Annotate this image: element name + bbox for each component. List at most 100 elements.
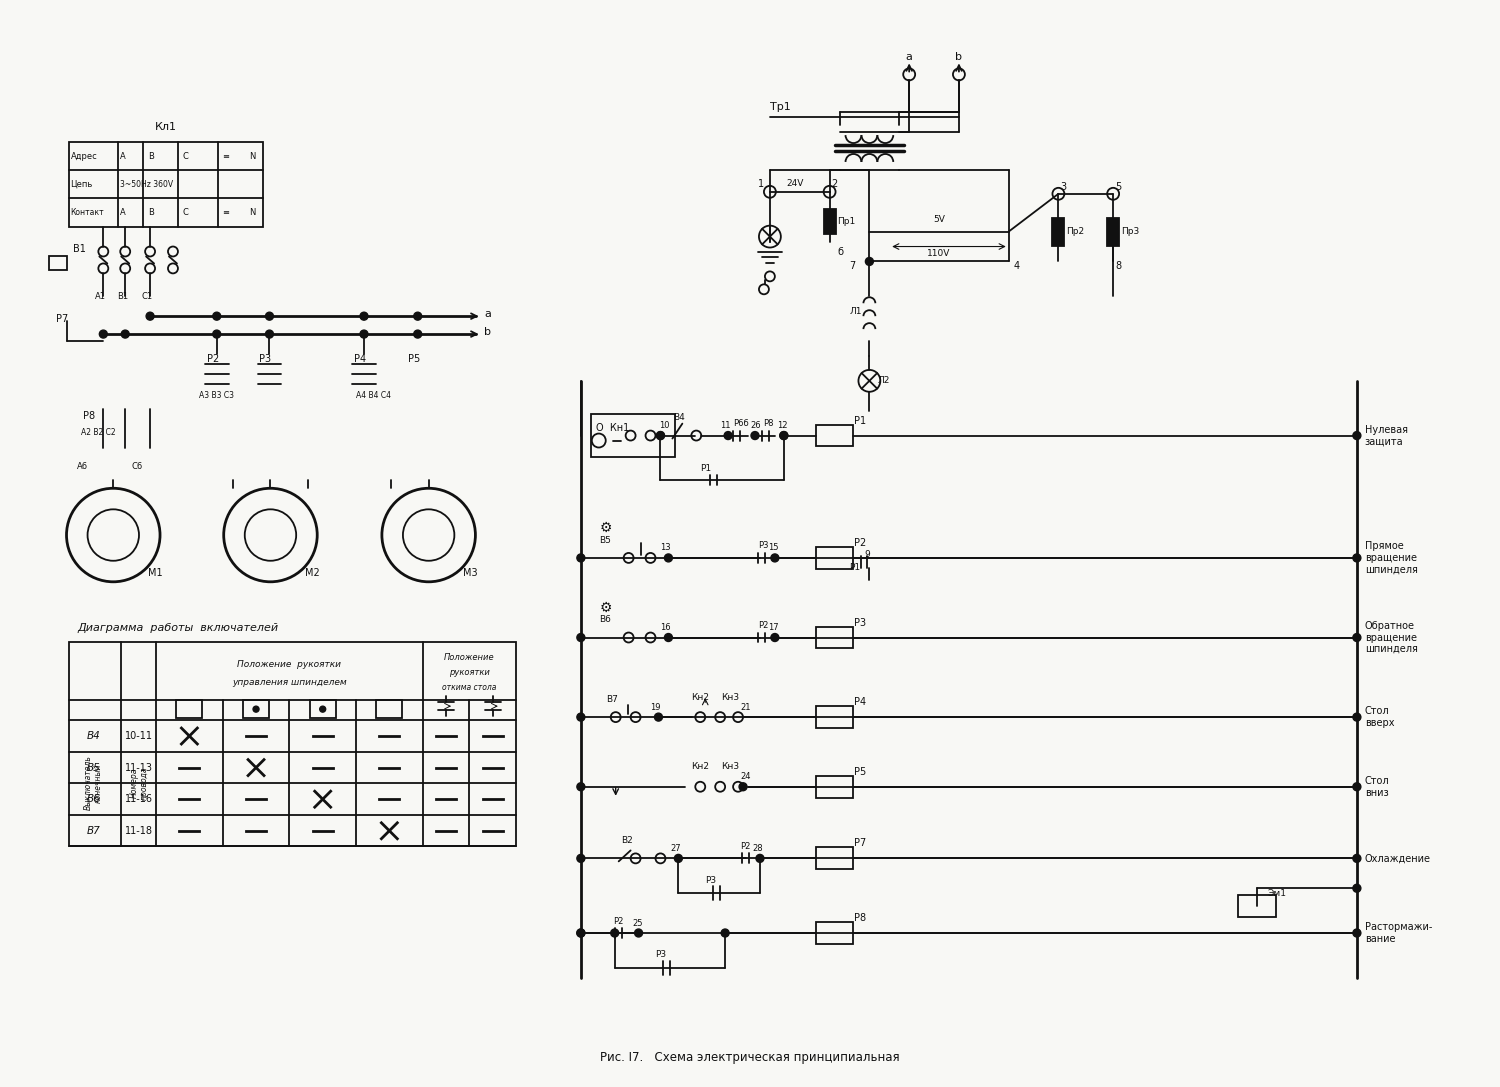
- Text: Р3: Р3: [758, 541, 768, 550]
- Text: Кн3: Кн3: [722, 692, 740, 702]
- Circle shape: [1353, 554, 1360, 562]
- Text: ≡: ≡: [222, 208, 230, 217]
- Text: Р8: Р8: [764, 420, 774, 428]
- Text: Растормажи-
вание: Растормажи- вание: [1365, 922, 1432, 944]
- Text: В5: В5: [87, 763, 100, 773]
- Text: 24: 24: [740, 772, 750, 782]
- Text: Стол
вверх: Стол вверх: [1365, 707, 1395, 728]
- Text: Р5: Р5: [408, 354, 420, 364]
- Text: Р3: Р3: [260, 354, 272, 364]
- Text: C: C: [183, 208, 189, 217]
- Circle shape: [360, 312, 368, 321]
- Circle shape: [122, 330, 129, 338]
- Text: Р2: Р2: [612, 916, 622, 925]
- Text: 9: 9: [864, 550, 870, 560]
- Text: Охлаждение: Охлаждение: [1365, 853, 1431, 863]
- Text: В4: В4: [87, 732, 100, 741]
- Text: Рис. I7.   Схема электрическая принципиальная: Рис. I7. Схема электрическая принципиаль…: [600, 1051, 900, 1064]
- Text: 26: 26: [750, 421, 760, 430]
- Text: 5V: 5V: [933, 215, 945, 224]
- Text: 15: 15: [768, 544, 778, 552]
- Text: N: N: [249, 208, 255, 217]
- Circle shape: [266, 312, 273, 321]
- Text: 10-11: 10-11: [124, 732, 153, 741]
- Bar: [816, 626, 854, 649]
- Text: С6: С6: [130, 462, 142, 471]
- Text: В6: В6: [87, 795, 100, 804]
- Circle shape: [578, 634, 585, 641]
- Text: 24V: 24V: [786, 179, 804, 188]
- Circle shape: [780, 432, 788, 439]
- Circle shape: [1353, 884, 1360, 892]
- Circle shape: [578, 929, 585, 937]
- Circle shape: [99, 330, 108, 338]
- Text: Р2: Р2: [740, 842, 750, 851]
- Text: M2: M2: [306, 567, 320, 578]
- Circle shape: [657, 432, 664, 439]
- Text: 1: 1: [758, 179, 764, 189]
- Text: Р2: Р2: [758, 621, 768, 630]
- Text: Адрес: Адрес: [70, 152, 98, 161]
- Text: Контакт: Контакт: [70, 208, 104, 217]
- Text: 4: 4: [1014, 261, 1020, 272]
- Circle shape: [146, 312, 154, 321]
- Text: Эм1: Эм1: [1268, 889, 1287, 898]
- Text: В7: В7: [606, 695, 618, 703]
- Bar: [177, 700, 203, 719]
- Bar: [1107, 217, 1119, 246]
- Circle shape: [254, 707, 260, 712]
- Text: Цепь: Цепь: [70, 179, 93, 189]
- Circle shape: [1353, 713, 1360, 721]
- Circle shape: [1353, 854, 1360, 862]
- Circle shape: [657, 432, 664, 439]
- Circle shape: [1353, 634, 1360, 641]
- Text: В1: В1: [74, 243, 87, 253]
- Circle shape: [578, 783, 585, 790]
- Text: 11-13: 11-13: [124, 763, 153, 773]
- Text: B: B: [148, 208, 154, 217]
- Circle shape: [578, 554, 585, 562]
- Text: 28: 28: [752, 844, 762, 853]
- Text: рукоятки: рукоятки: [448, 667, 491, 677]
- Bar: [816, 707, 854, 728]
- Text: 13: 13: [660, 544, 670, 552]
- Bar: [310, 700, 336, 719]
- Text: 21: 21: [740, 702, 750, 712]
- Circle shape: [664, 634, 672, 641]
- Bar: [69, 642, 516, 847]
- Circle shape: [320, 707, 326, 712]
- Circle shape: [865, 258, 873, 265]
- Text: 17: 17: [768, 623, 778, 632]
- Text: 10: 10: [660, 421, 670, 430]
- Text: откима стола: откима стола: [442, 683, 497, 691]
- Text: b: b: [484, 327, 492, 337]
- Circle shape: [1353, 929, 1360, 937]
- Text: В7: В7: [87, 826, 100, 836]
- Text: Р7: Р7: [855, 838, 867, 849]
- Circle shape: [578, 713, 585, 721]
- Text: Р3: Р3: [855, 617, 867, 627]
- Text: В2: В2: [621, 836, 633, 845]
- Text: 11: 11: [720, 421, 730, 430]
- Text: 11-16: 11-16: [124, 795, 153, 804]
- Text: B1: B1: [117, 291, 129, 301]
- Circle shape: [664, 554, 672, 562]
- Bar: [243, 700, 268, 719]
- Text: Р8: Р8: [855, 913, 867, 923]
- Text: C: C: [183, 152, 189, 161]
- Text: 2: 2: [831, 179, 839, 189]
- Circle shape: [756, 854, 764, 862]
- Text: 27: 27: [670, 844, 681, 853]
- Bar: [816, 425, 854, 447]
- Text: Р7: Р7: [56, 314, 68, 324]
- Text: Л1: Л1: [849, 307, 862, 315]
- Text: Номера
провода: Номера провода: [129, 766, 149, 800]
- Text: А3 В3 С3: А3 В3 С3: [200, 391, 234, 400]
- Text: 8: 8: [1114, 261, 1120, 272]
- Text: б: б: [837, 247, 843, 257]
- Text: b: b: [956, 52, 962, 62]
- Text: 7: 7: [849, 261, 855, 272]
- Text: Р2: Р2: [855, 538, 867, 548]
- Text: 25: 25: [633, 919, 644, 927]
- Text: ≡: ≡: [222, 152, 230, 161]
